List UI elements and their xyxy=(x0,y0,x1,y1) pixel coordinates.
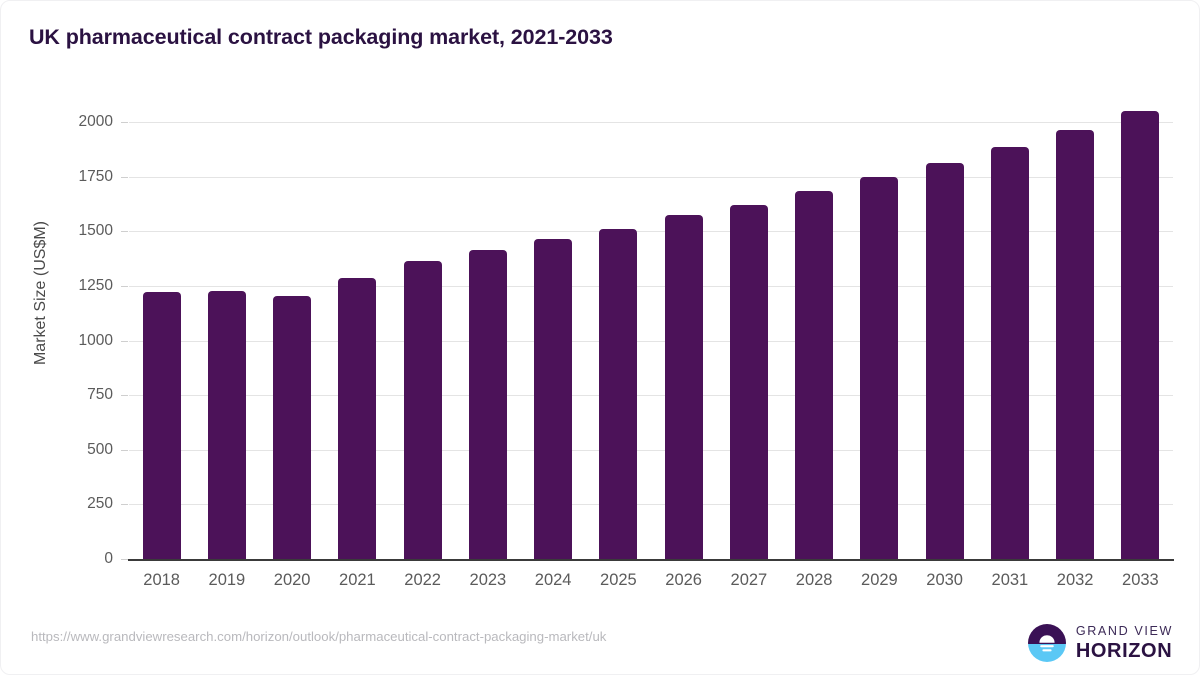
bar[interactable] xyxy=(207,290,246,559)
y-axis-tick-mark xyxy=(121,340,128,342)
y-axis-tick-label: 0 xyxy=(104,550,113,567)
x-axis-tick-label: 2023 xyxy=(469,571,507,589)
x-axis-tick-label: 2027 xyxy=(730,571,768,589)
gridline xyxy=(129,395,1173,397)
y-axis-tick-mark xyxy=(121,285,128,287)
bar[interactable] xyxy=(599,228,638,559)
x-axis-tick-label: 2020 xyxy=(273,571,311,589)
bar[interactable] xyxy=(664,215,703,559)
y-axis-tick-labels: 0 250 500 750 1000 1250 1500 1750 2000 xyxy=(1,1,119,674)
logo-top-text: GRAND VIEW xyxy=(1075,624,1173,639)
y-axis-tick-mark xyxy=(121,231,128,233)
brand-logo: GRAND VIEW HORIZON xyxy=(1027,621,1173,665)
x-axis-tick-label: 2030 xyxy=(926,571,963,589)
page-title: UK pharmaceutical contract packaging mar… xyxy=(29,25,613,49)
y-axis-tick-label: 1750 xyxy=(78,167,113,185)
y-axis-tick-label: 1250 xyxy=(78,276,113,294)
bar[interactable] xyxy=(1121,111,1160,559)
bar[interactable] xyxy=(273,296,312,559)
x-axis-tick-label: 2025 xyxy=(600,571,637,589)
y-axis-tick-label: 250 xyxy=(87,495,113,513)
y-axis-tick-mark xyxy=(121,559,128,560)
x-axis-tick-label: 2028 xyxy=(795,571,833,589)
x-axis-tick-label: 2029 xyxy=(861,571,898,589)
x-axis-tick-label: 2033 xyxy=(1122,571,1159,589)
y-axis-tick-mark xyxy=(121,504,128,506)
bar[interactable] xyxy=(860,177,899,559)
logo-bottom-text: HORIZON xyxy=(1075,639,1173,662)
x-axis-tick-label: 2018 xyxy=(143,571,180,589)
gridline xyxy=(129,231,1173,233)
gridline xyxy=(129,504,1173,506)
x-axis-tick-label: 2031 xyxy=(991,571,1029,589)
gridline xyxy=(129,285,1173,287)
x-axis-tick-label: 2026 xyxy=(665,571,702,589)
x-axis-tick-label: 2022 xyxy=(404,571,441,589)
x-axis-tick-label: 2024 xyxy=(534,571,572,589)
bar[interactable] xyxy=(403,261,442,559)
bar[interactable] xyxy=(990,146,1029,559)
gridline xyxy=(129,122,1173,123)
y-axis-tick-label: 1000 xyxy=(78,331,113,349)
source-url: https://www.grandviewresearch.com/horizo… xyxy=(31,629,607,644)
y-axis-tick-label: 2000 xyxy=(78,113,113,130)
y-axis-tick-mark xyxy=(121,449,128,451)
y-axis-tick-mark xyxy=(121,122,128,123)
sun-circle-icon xyxy=(1027,623,1067,663)
gridline xyxy=(129,449,1173,451)
x-axis-tick-label: 2032 xyxy=(1056,571,1094,589)
bar[interactable] xyxy=(338,278,377,559)
y-axis-title: Market Size (US$M) xyxy=(32,220,49,366)
plot-area xyxy=(129,111,1173,559)
logo-wordmark: GRAND VIEW HORIZON xyxy=(1076,625,1173,661)
bar[interactable] xyxy=(925,163,964,559)
y-axis-tick-label: 750 xyxy=(87,386,113,404)
y-axis-tick-label: 500 xyxy=(87,440,113,458)
y-axis-tick-mark xyxy=(121,176,128,178)
bar[interactable] xyxy=(468,250,507,559)
bar[interactable] xyxy=(142,292,181,559)
x-axis-tick-label: 2021 xyxy=(339,571,376,589)
bar[interactable] xyxy=(729,205,768,559)
y-axis-tick-mark xyxy=(121,395,128,397)
x-axis-tick-label: 2019 xyxy=(208,571,246,589)
gridline xyxy=(129,176,1173,178)
x-axis-line xyxy=(128,559,1174,561)
gridline xyxy=(129,340,1173,342)
bar[interactable] xyxy=(1056,129,1095,559)
bar[interactable] xyxy=(795,191,834,559)
bar[interactable] xyxy=(534,239,573,559)
y-axis-tick-label: 1500 xyxy=(78,222,113,240)
